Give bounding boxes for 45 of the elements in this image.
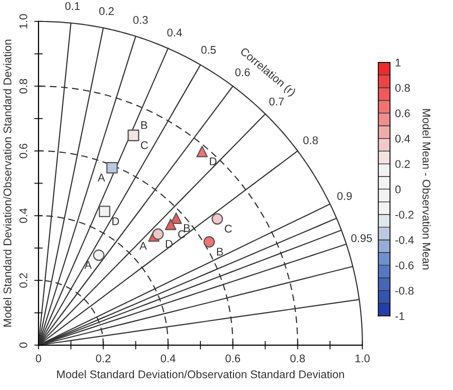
color-bar-label: 0.8 [395, 84, 410, 92]
data-label: B [217, 248, 223, 256]
color-bar-label: -1 [395, 312, 404, 320]
y-tick-label: 1.0 [19, 14, 28, 28]
color-bar-label: -0.8 [395, 286, 414, 295]
x-tick-label: 1.0 [356, 354, 370, 362]
annotation: 0.4 [167, 28, 182, 36]
data-label: C [224, 224, 232, 233]
data-label: D [112, 217, 120, 226]
annotation: 0.8 [303, 136, 318, 144]
color-bar-label: -0.4 [395, 236, 414, 244]
x-tick-label: 0.8 [290, 354, 305, 362]
data-label: B [184, 224, 190, 232]
color-bar-label: -0.6 [395, 261, 414, 270]
annotation: 0.95 [351, 234, 372, 242]
color-bar-label: 0.4 [395, 134, 410, 143]
x-tick-label: 0.2 [96, 354, 110, 362]
data-label: B [141, 121, 148, 129]
color-bar-label: 0.6 [395, 109, 410, 118]
color-bar-label: 0.2 [395, 160, 410, 168]
y-tick-label: 0.2 [19, 273, 28, 288]
data-label: A [98, 174, 106, 182]
y-tick-label: 0.4 [19, 208, 28, 223]
annotation: 0.9 [337, 192, 352, 200]
color-bar-label: 0 [395, 185, 401, 194]
y-tick-label: 0 [19, 342, 28, 348]
color-bar-title: Model Mean - Observation Mean [422, 109, 431, 270]
annotation: 0.7 [269, 98, 284, 106]
x-axis-title: Model Standard Deviation/Observation Standard Deviation [57, 370, 344, 378]
data-label: A [139, 242, 147, 250]
annotation: 0.2 [99, 7, 114, 16]
x-tick-label: 0.6 [226, 354, 240, 362]
data-label: A [84, 261, 92, 269]
annotation: 0.5 [201, 46, 216, 54]
color-bar-label: -0.2 [395, 210, 414, 219]
x-tick-label: 0.4 [160, 354, 176, 362]
annotation: 0.1 [65, 2, 80, 10]
data-label: C [140, 141, 148, 150]
annotation: 0.3 [133, 16, 148, 24]
y-axis-title: Model Standard Deviation/Observation Standard Deviation [3, 40, 12, 327]
data-label: D [210, 158, 217, 166]
color-bar-label: 1 [396, 58, 401, 66]
y-tick-label: 0.8 [19, 78, 28, 94]
y-tick-label: 0.6 [19, 144, 28, 158]
x-tick-label: 0 [36, 354, 42, 362]
